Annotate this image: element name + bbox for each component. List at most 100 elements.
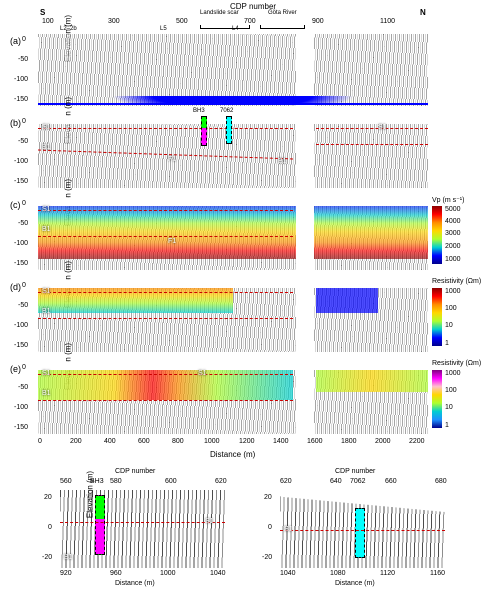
panel-letter: (b) <box>10 118 21 128</box>
bracket <box>200 25 250 29</box>
y-tick: -50 <box>18 384 28 391</box>
res-tick: 1000 <box>445 370 461 377</box>
b1-marker: B1 <box>64 554 73 561</box>
x-tick-bl: 920 <box>60 570 72 577</box>
s1-marker: S1 <box>42 124 51 131</box>
vp-tick: 1000 <box>445 256 461 263</box>
y-tick: -50 <box>18 302 28 309</box>
cdp-tick-br: 640 <box>330 478 342 485</box>
bh7062 <box>226 116 232 144</box>
f1-marker: F1 <box>168 156 176 163</box>
y-tick: -150 <box>14 342 28 349</box>
x-tick: 0 <box>38 438 42 445</box>
x-tick: 200 <box>70 438 82 445</box>
cdp-tick: 300 <box>108 18 120 25</box>
y-tick: 0 <box>268 524 272 531</box>
y-tick: -150 <box>14 260 28 267</box>
gap <box>296 280 314 352</box>
y-tick: -100 <box>14 404 28 411</box>
y-tick: -150 <box>14 424 28 431</box>
b1-marker: B1 <box>42 226 51 233</box>
bh7062-detail <box>355 508 365 558</box>
y-tick: -150 <box>14 96 28 103</box>
res-colorbar-e <box>432 370 442 428</box>
seismic-bg <box>38 34 428 106</box>
s1-marker: S1 <box>198 370 207 377</box>
s1-line <box>280 530 445 531</box>
cdp-label-br: CDP number <box>335 468 375 475</box>
y-tick: -50 <box>18 56 28 63</box>
f1-marker: F1 <box>168 238 176 245</box>
b1-marker: B1 <box>42 308 51 315</box>
x-tick-bl: 960 <box>110 570 122 577</box>
bh7062-label-br: 7062 <box>350 478 366 485</box>
panel-letter: (c) <box>10 200 21 210</box>
x-tick: 1400 <box>273 438 289 445</box>
s1-marker: S1 <box>42 288 51 295</box>
white-top <box>38 280 428 288</box>
y-label: Elevation (m) <box>86 465 95 525</box>
y-tick: -20 <box>262 554 272 561</box>
s1-line <box>316 128 428 129</box>
y-tick: 20 <box>264 494 272 501</box>
b1-marker: B1 <box>42 390 51 397</box>
y-tick: 0 <box>22 36 26 43</box>
cdp-tick-bl: 620 <box>215 478 227 485</box>
vp-tick: 2000 <box>445 243 461 250</box>
vp-tick: 5000 <box>445 206 461 213</box>
y-tick: -50 <box>18 220 28 227</box>
x-tick: 600 <box>138 438 150 445</box>
bottom-right-panel: CDP number 620 640 660 680 7062 S1 20 0 … <box>280 490 445 568</box>
b1-line <box>316 144 428 145</box>
panel-a: (a) Elevation (m) 0 -50 -100 -150 <box>38 34 428 106</box>
res-tick: 10 <box>445 322 453 329</box>
cdp-tick: 1100 <box>380 18 395 25</box>
bh7062-label: 7062 <box>220 108 233 114</box>
x-label-br: Distance (m) <box>335 580 375 587</box>
x-label-bl: Distance (m) <box>115 580 155 587</box>
bracket <box>260 25 305 29</box>
panel-letter: (a) <box>10 36 21 46</box>
panel-b: (b) Elevation (m) S1 B1 S1 B1 F1 BH3 706… <box>38 116 428 188</box>
gap <box>296 34 314 106</box>
res-tick: 1000 <box>445 288 461 295</box>
y-tick: -100 <box>14 322 28 329</box>
y-tick: -100 <box>14 76 28 83</box>
vp-tick: 3000 <box>445 230 461 237</box>
vp-tick: 4000 <box>445 218 461 225</box>
n-marker: N <box>420 8 426 17</box>
y-tick: 20 <box>44 494 52 501</box>
b1-line <box>38 318 293 319</box>
y-tick: -50 <box>18 138 28 145</box>
s1-line <box>38 210 293 211</box>
seismic-bg <box>38 280 428 352</box>
cdp-tick: 100 <box>42 18 54 25</box>
cdp-tick-br: 660 <box>385 478 397 485</box>
s1-marker: S1 <box>205 518 214 525</box>
y-tick: -150 <box>14 178 28 185</box>
x-tick-br: 1040 <box>280 570 296 577</box>
x-tick: 1600 <box>307 438 323 445</box>
bottom-left-panel: CDP number 560 580 600 620 BH3 S1 B1 Ele… <box>60 490 225 568</box>
vp-colorbar <box>432 206 442 264</box>
bh3-label: BH3 <box>193 108 205 114</box>
s1-line <box>38 292 293 293</box>
b1-line <box>38 400 293 401</box>
annot-landslide: Landslide scar <box>200 10 239 16</box>
x-tick: 1000 <box>204 438 220 445</box>
y-tick: 0 <box>22 200 26 207</box>
cdp-tick-bl: 560 <box>60 478 72 485</box>
s1-marker: S1 <box>284 526 293 533</box>
s1-marker: S1 <box>42 206 51 213</box>
b1-marker: B1 <box>278 158 287 165</box>
panel-c: (c) Elevation (m) S1 B1 F1 0 -50 -100 -1… <box>38 198 428 270</box>
x-tick: 2000 <box>375 438 391 445</box>
gap <box>296 116 314 188</box>
x-axis-label: Distance (m) <box>210 450 255 459</box>
x-tick-bl: 1040 <box>210 570 226 577</box>
white-top <box>38 362 428 370</box>
y-tick: 0 <box>22 118 26 125</box>
white-top <box>38 116 428 124</box>
panel-d: (d) Elevation (m) S1 B1 0 -50 -100 -150 <box>38 280 428 352</box>
b1-marker: B1 <box>42 144 51 151</box>
